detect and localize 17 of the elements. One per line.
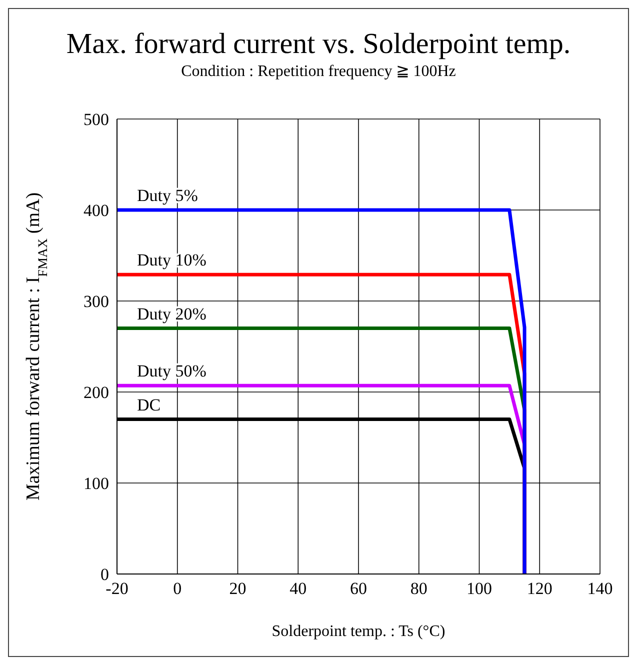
x-tick-label: 140 [587,579,613,598]
x-tick-label: 100 [466,579,492,598]
series-label: DC [137,395,161,414]
x-axis-title: Solderpoint temp. : Ts (°C) [272,623,446,640]
chart-subtitle: Condition : Repetition frequency ≧ 100Hz [180,62,457,82]
x-tick-label: 60 [350,579,367,598]
x-tick-label: 120 [526,579,552,598]
y-tick-label: 100 [84,474,109,494]
y-tick-label: 400 [84,201,109,220]
x-tick-label: 0 [173,579,182,598]
x-tick-label: 40 [290,579,307,598]
x-tick-label: 20 [229,579,246,598]
y-tick-label: 200 [84,383,109,402]
y-tick-label: 500 [84,110,109,130]
chart-title: Max. forward current vs. Solderpoint temp. [65,27,572,61]
y-tick-label: 300 [84,292,109,312]
x-tick-label: 80 [410,579,428,598]
